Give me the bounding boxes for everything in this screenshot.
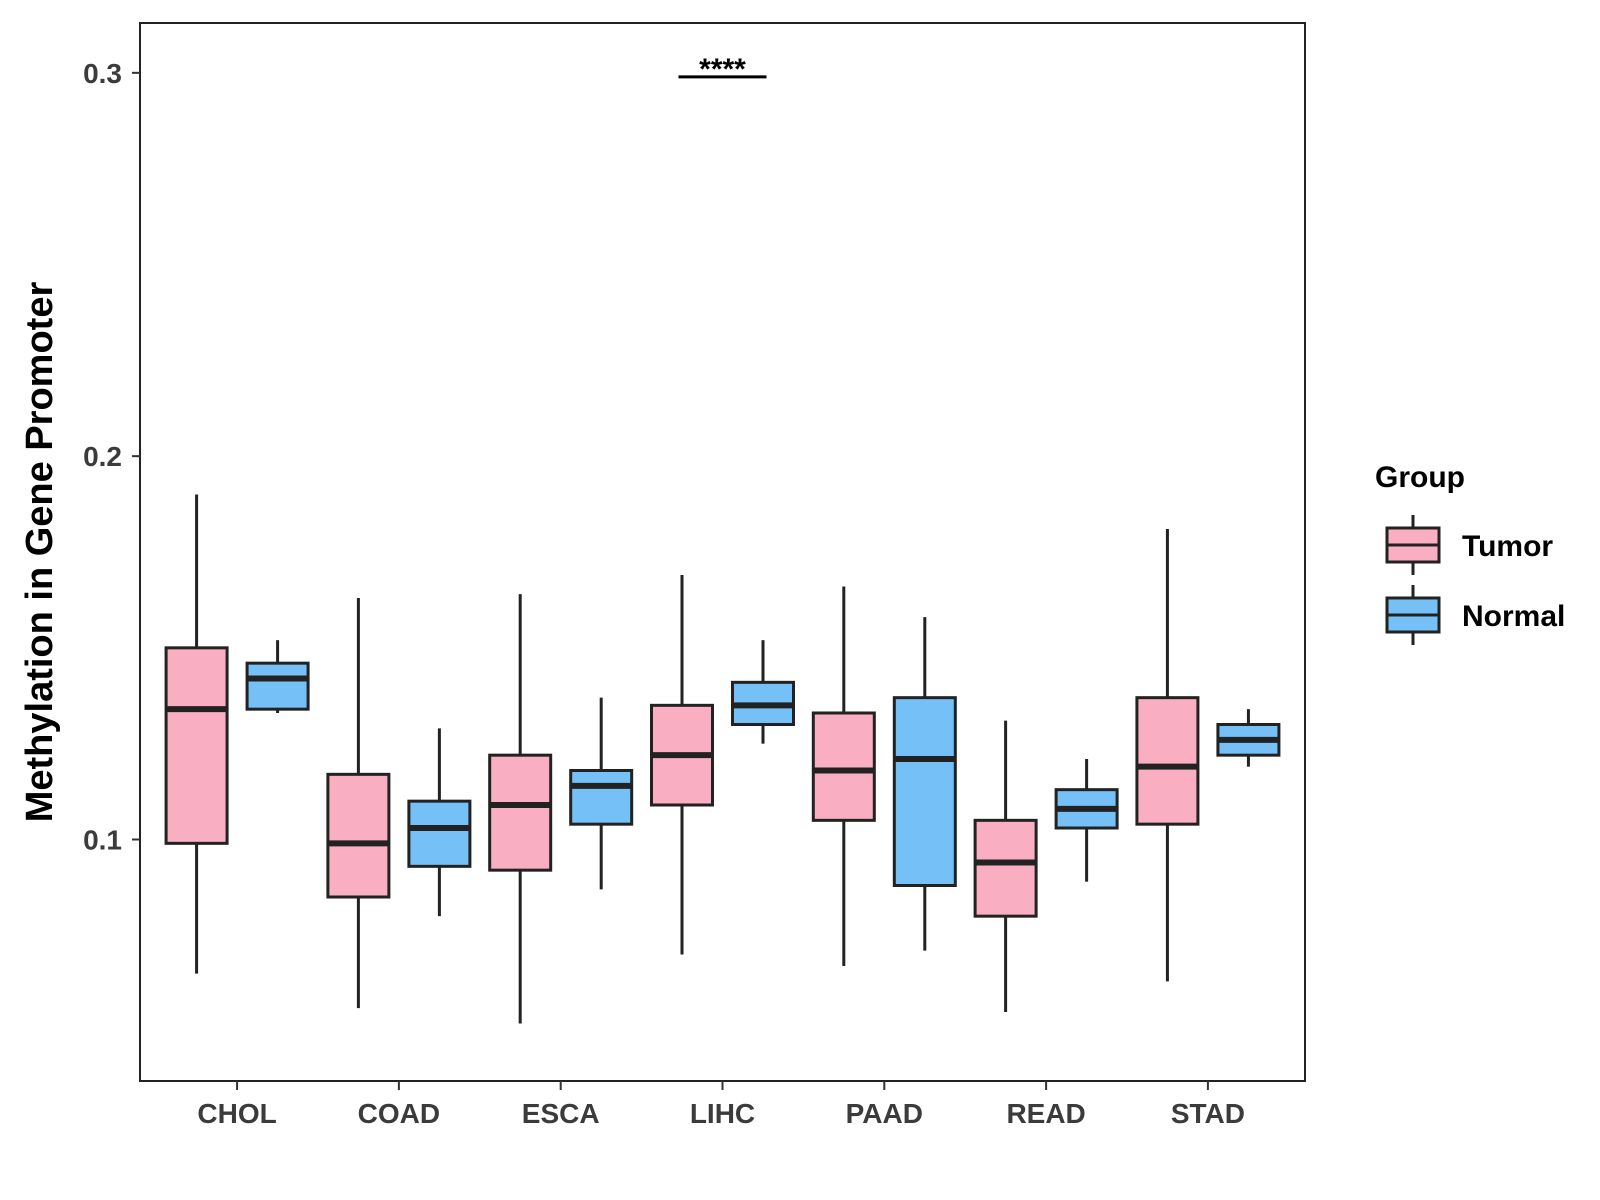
- box-esca-tumor: [488, 594, 553, 1024]
- x-tick-label-esca: ESCA: [522, 1098, 600, 1129]
- box-read-normal: [1054, 759, 1119, 882]
- box-body: [245, 661, 310, 711]
- legend: Group Tumor Normal: [1375, 461, 1565, 645]
- legend-label: Tumor: [1462, 530, 1553, 563]
- box-lihc-normal: [731, 640, 795, 744]
- y-tick-label: 0.3: [83, 58, 122, 89]
- box-body: [1135, 696, 1200, 826]
- y-tick-label: 0.1: [83, 825, 122, 856]
- box-body: [407, 799, 472, 868]
- y-axis-title: Methylation in Gene Promoter: [19, 282, 61, 823]
- x-tick-label-coad: COAD: [358, 1098, 440, 1129]
- box-paad-normal: [892, 617, 957, 951]
- legend-title: Group: [1375, 461, 1465, 494]
- boxes-layer: [164, 494, 1281, 1024]
- legend-label: Normal: [1462, 600, 1565, 633]
- x-axis: CHOL COAD ESCA LIHC PAAD READ STAD: [197, 1081, 1245, 1129]
- x-tick-label-paad: PAAD: [846, 1098, 923, 1129]
- box-chol-tumor: [164, 494, 229, 974]
- box-lihc-tumor: [650, 575, 714, 955]
- box-stad-tumor: [1135, 529, 1200, 982]
- box-body: [488, 753, 553, 872]
- x-tick-label-lihc: LIHC: [690, 1098, 755, 1129]
- box-body: [892, 696, 957, 888]
- box-body: [811, 711, 876, 822]
- significance-label: ****: [699, 53, 746, 86]
- y-axis: 0.1 0.2 0.3: [83, 58, 140, 856]
- box-coad-tumor: [326, 598, 391, 1009]
- box-coad-normal: [407, 728, 472, 917]
- y-tick-label: 0.2: [83, 441, 122, 472]
- box-body: [326, 772, 391, 899]
- box-read-tumor: [973, 720, 1038, 1012]
- legend-item-tumor: Tumor: [1385, 515, 1553, 575]
- box-chol-normal: [245, 640, 310, 713]
- box-stad-normal: [1216, 709, 1281, 767]
- x-tick-label-stad: STAD: [1171, 1098, 1245, 1129]
- box-paad-tumor: [811, 586, 876, 966]
- box-body: [569, 769, 634, 826]
- box-body: [164, 646, 229, 845]
- annotation-layer: ****: [678, 53, 767, 86]
- x-tick-label-chol: CHOL: [197, 1098, 276, 1129]
- box-esca-normal: [569, 697, 634, 890]
- box-body: [973, 818, 1038, 918]
- legend-item-normal: Normal: [1385, 585, 1565, 645]
- x-tick-label-read: READ: [1006, 1098, 1085, 1129]
